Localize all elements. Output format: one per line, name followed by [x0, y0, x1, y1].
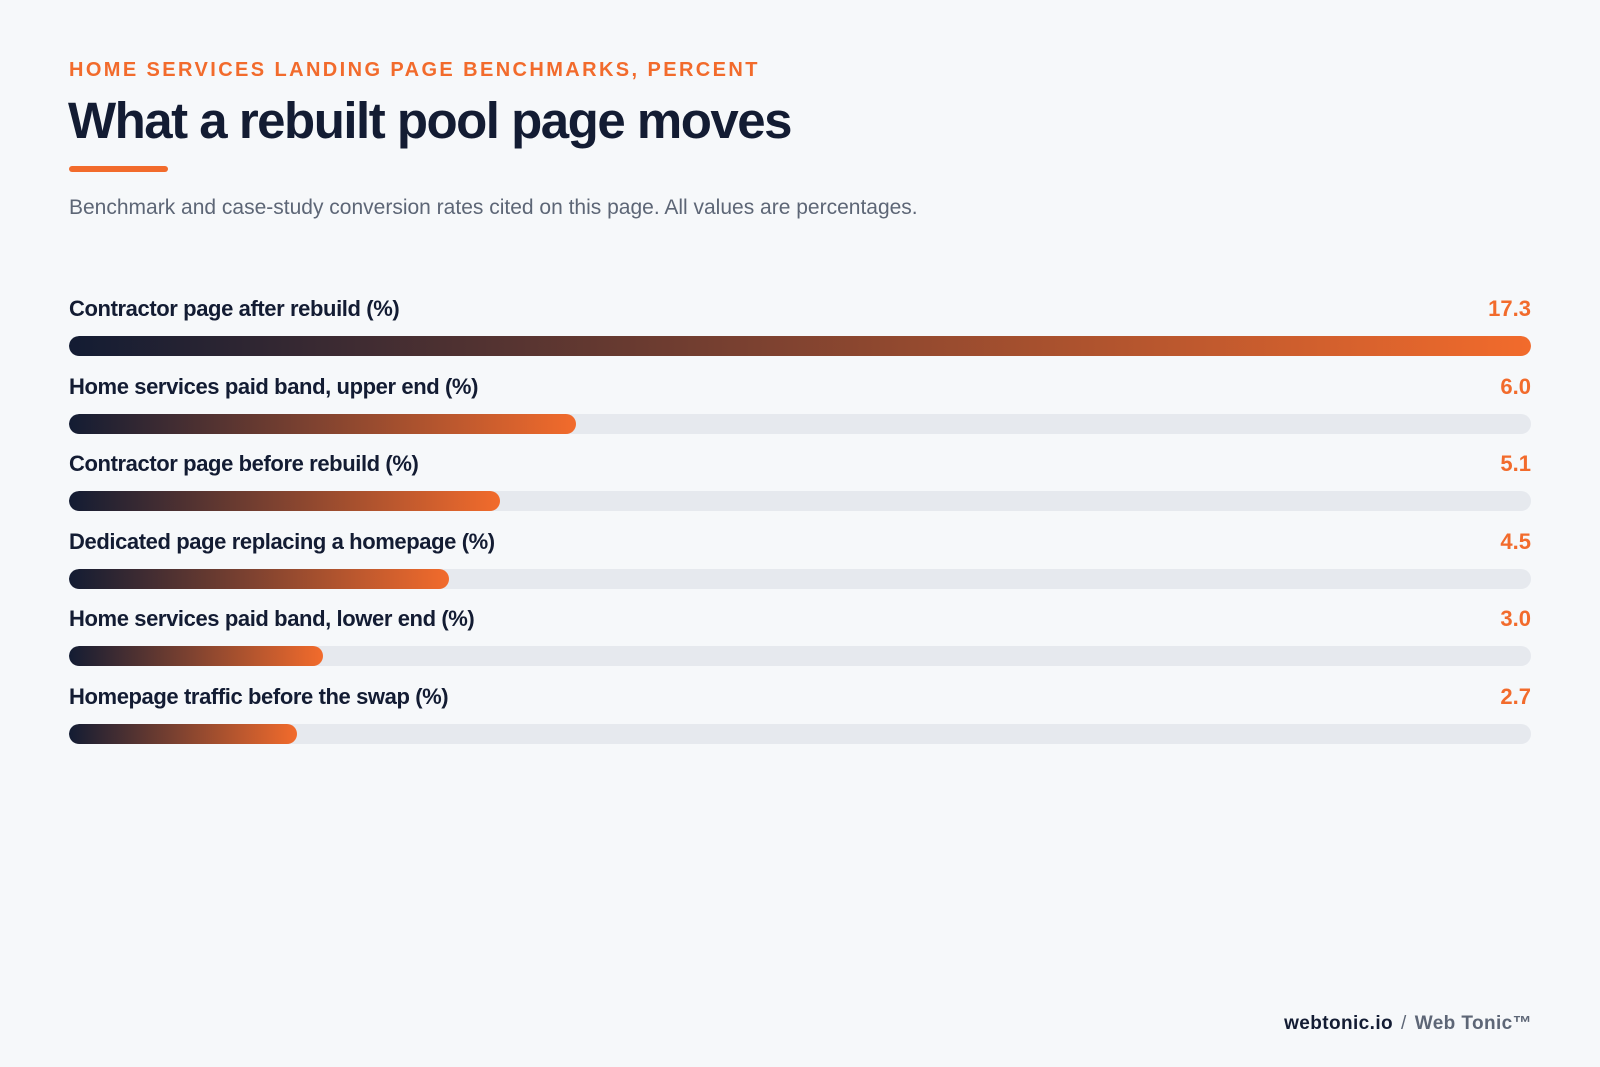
- bar-track: [69, 491, 1531, 511]
- bar-value-label: 2.7: [1500, 683, 1531, 709]
- bar: [69, 336, 1531, 356]
- bar-track: [69, 336, 1531, 356]
- bar-value-label: 5.1: [1500, 451, 1531, 476]
- footer-separator: /: [1401, 1013, 1407, 1034]
- bar-row: Contractor page before rebuild (%) 5.1: [69, 451, 1531, 529]
- title-accent-rule: [69, 166, 168, 172]
- footer-brand: Web Tonic™: [1414, 1013, 1532, 1034]
- bar-track: [69, 568, 1531, 589]
- bar: [69, 723, 298, 744]
- bar-label: Home services paid band, upper end (%): [69, 373, 479, 399]
- bar-chart: Contractor page after rebuild (%) 17.3 Hom…: [69, 296, 1531, 761]
- bar-row: Home services paid band, upper end (%) 6.…: [69, 374, 1531, 452]
- bar-row: Dedicated page replacing a homepage (%) 4…: [69, 529, 1531, 607]
- footer-domain: webtonic.io: [1284, 1013, 1394, 1034]
- bar-row: Contractor page after rebuild (%) 17.3: [69, 296, 1531, 374]
- bar-label: Contractor page before rebuild (%): [69, 451, 419, 476]
- bar: [69, 568, 450, 589]
- bar-track: [69, 646, 1531, 666]
- bar-track: [69, 413, 1531, 434]
- footer-credit: webtonic.io / Web Tonic™: [1284, 1013, 1532, 1035]
- bar: [69, 491, 500, 511]
- bar-track: [69, 723, 1531, 744]
- chart-title: What a rebuilt pool page moves: [68, 92, 792, 149]
- bar-row: Home services paid band, lower end (%) 3.…: [69, 606, 1531, 684]
- bar: [69, 413, 577, 434]
- bar-value-label: 17.3: [1488, 296, 1531, 321]
- bar-value-label: 4.5: [1500, 528, 1531, 554]
- bar-label: Dedicated page replacing a homepage (%): [69, 528, 495, 554]
- bar: [69, 646, 323, 666]
- bar-value-label: 6.0: [1500, 373, 1531, 399]
- bar-label: Homepage traffic before the swap (%): [69, 683, 449, 709]
- chart-eyebrow: HOME SERVICES LANDING PAGE BENCHMARKS, P…: [69, 59, 760, 81]
- bar-label: Home services paid band, lower end (%): [69, 606, 475, 631]
- bar-row: Homepage traffic before the swap (%) 2.7: [69, 684, 1531, 762]
- chart-subtitle: Benchmark and case-study conversion rate…: [69, 196, 918, 219]
- bar-label: Contractor page after rebuild (%): [69, 296, 400, 321]
- bar-value-label: 3.0: [1500, 606, 1531, 631]
